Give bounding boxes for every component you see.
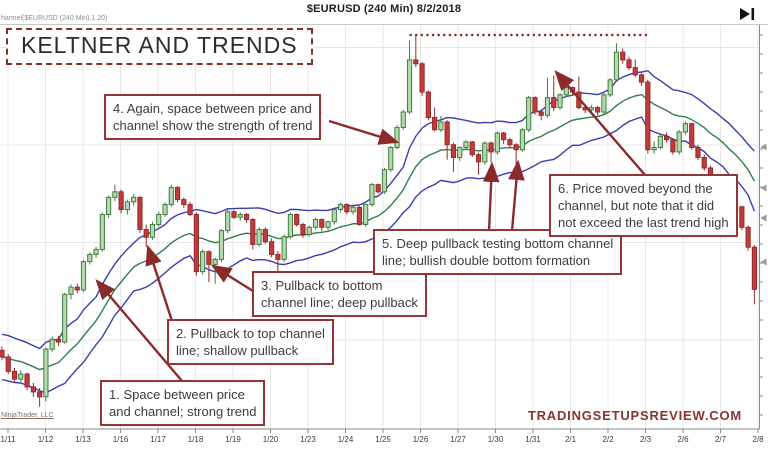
x-axis-label: 1/26 bbox=[413, 435, 429, 444]
x-axis[interactable]: 1/11 1/12 1/13 1/16 1/17 1/18 1/19 1/20 1/23 1/24… bbox=[0, 428, 764, 444]
x-axis-label: 2/3 bbox=[640, 435, 652, 444]
x-axis-label: 1/18 bbox=[188, 435, 204, 444]
keltner-upper-band-line bbox=[1, 69, 755, 350]
x-axis-label: 1/20 bbox=[263, 435, 279, 444]
x-axis-label: 1/25 bbox=[375, 435, 391, 444]
annotation-3: 3. Pullback to bottom channel line; deep … bbox=[252, 271, 427, 318]
x-axis-label: 1/11 bbox=[1, 435, 17, 444]
x-axis-label: 1/27 bbox=[450, 435, 466, 444]
annotation-line: and channel; strong trend bbox=[109, 404, 257, 420]
site-watermark: TRADINGSETUPSREVIEW.COM bbox=[527, 408, 742, 423]
x-axis-label: 1/31 bbox=[525, 435, 541, 444]
annotation-line: channel, but note that it did bbox=[558, 198, 715, 214]
annotation-line: 6. Price moved beyond the bbox=[558, 181, 713, 196]
x-axis-label: 1/23 bbox=[300, 435, 316, 444]
x-axis-label: 1/17 bbox=[150, 435, 166, 444]
go-to-last-bar-icon[interactable] bbox=[738, 7, 758, 21]
header-divider bbox=[0, 24, 768, 25]
price-marker-icon bbox=[760, 214, 767, 222]
annotation-1: 1. Space between price and channel; stron… bbox=[100, 380, 266, 427]
annotation-arrow bbox=[210, 264, 254, 293]
x-axis-label: 1/16 bbox=[113, 435, 129, 444]
x-axis-label: 2/8 bbox=[752, 435, 764, 444]
annotation-arrow bbox=[482, 161, 500, 232]
annotation-line: 3. Pullback to bottom bbox=[261, 278, 383, 293]
x-axis-label: 1/13 bbox=[75, 435, 91, 444]
x-axis-label: 2/2 bbox=[602, 435, 614, 444]
x-axis-label: 2/6 bbox=[677, 435, 689, 444]
x-axis-label: 1/19 bbox=[225, 435, 241, 444]
annotation-4: 4. Again, space between price and channel… bbox=[104, 94, 322, 141]
annotation-6: 6. Price moved beyond the channel, but no… bbox=[549, 174, 738, 238]
annotation-line: channel show the strength of trend bbox=[113, 118, 313, 134]
x-axis-label: 2/7 bbox=[715, 435, 727, 444]
annotation-line: channel line; deep pullback bbox=[261, 295, 418, 311]
annotation-5: 5. Deep pullback testing bottom channel l… bbox=[373, 229, 623, 276]
platform-watermark: NinjaTrader, LLC bbox=[1, 412, 54, 419]
y-axis[interactable] bbox=[759, 25, 767, 429]
x-axis-label: 2/1 bbox=[565, 435, 577, 444]
annotation-line: 4. Again, space between price and bbox=[113, 101, 312, 116]
annotation-line: not exceed the last trend high bbox=[558, 215, 729, 231]
annotation-line: line; shallow pullback bbox=[176, 343, 299, 359]
price-marker-icon bbox=[760, 184, 767, 192]
annotation-arrow bbox=[328, 119, 400, 145]
keltner-indicator-label: hannel($EURUSD (240 Min),1.20) bbox=[1, 15, 108, 22]
x-axis-label: 1/24 bbox=[338, 435, 354, 444]
annotation-line: 2. Pullback to top channel bbox=[176, 326, 325, 341]
chart-title: $EURUSD (240 Min) 8/2/2018 bbox=[306, 3, 462, 15]
annotation-arrow bbox=[508, 159, 525, 232]
price-marker-icon bbox=[760, 258, 767, 266]
x-axis-label: 1/30 bbox=[488, 435, 504, 444]
x-axis-label: 1/12 bbox=[38, 435, 54, 444]
annotation-arrow bbox=[554, 70, 646, 176]
candles-layer bbox=[0, 34, 757, 407]
price-marker-icon bbox=[760, 143, 767, 151]
keltner-middle-line bbox=[1, 93, 756, 371]
annotation-line: 1. Space between price bbox=[109, 387, 245, 402]
annotation-2: 2. Pullback to top channel line; shallow … bbox=[167, 319, 334, 366]
title-box: KELTNER AND TRENDS bbox=[6, 28, 313, 65]
annotation-line: 5. Deep pullback testing bottom channel bbox=[382, 236, 614, 251]
title-box-label: KELTNER AND TRENDS bbox=[21, 32, 298, 58]
annotation-line: line; bullish double bottom formation bbox=[382, 253, 591, 269]
annotation-arrow bbox=[145, 244, 174, 322]
